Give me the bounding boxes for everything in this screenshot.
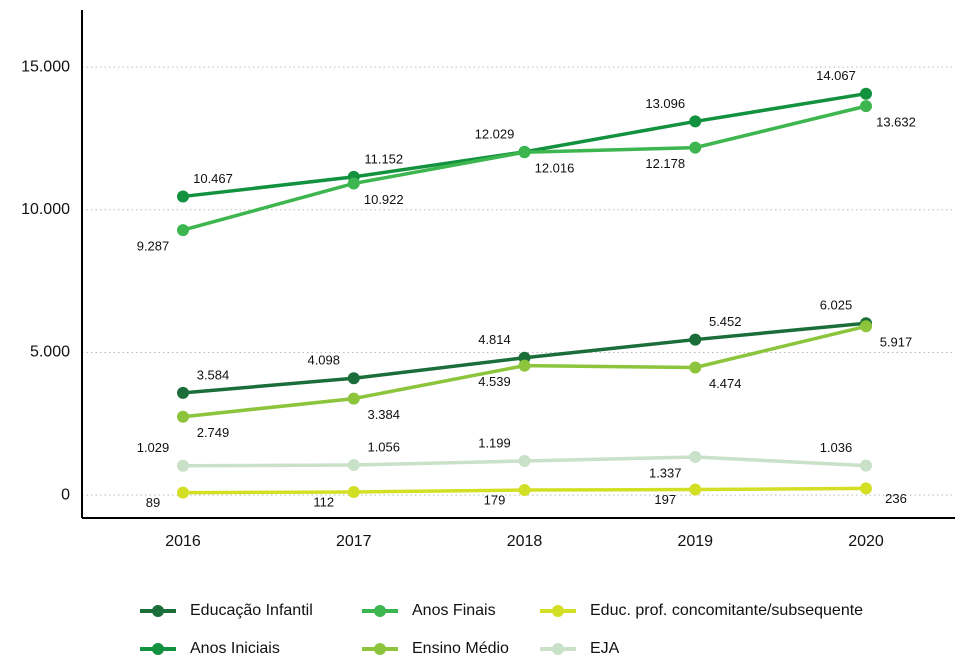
point	[860, 320, 872, 333]
point	[347, 485, 360, 498]
point	[689, 451, 702, 464]
y-tick-label: 10.000	[21, 201, 70, 218]
data-label: 12.029	[475, 126, 515, 141]
legend-label: Anos Iniciais	[190, 640, 280, 657]
data-label: 10.922	[364, 192, 404, 207]
y-tick-label: 15.000	[21, 58, 70, 75]
legend-swatch-dot	[152, 605, 164, 617]
data-label: 4.474	[709, 376, 742, 391]
point	[177, 386, 189, 399]
legend-swatch-dot	[374, 605, 386, 617]
x-tick-label: 2016	[165, 533, 201, 550]
data-label: 5.452	[709, 314, 742, 329]
y-tick-label: 5.000	[30, 344, 70, 361]
data-label: 1.337	[649, 465, 682, 480]
legend-label: Ensino Médio	[412, 640, 509, 657]
data-label: 2.749	[197, 425, 230, 440]
point	[689, 483, 702, 496]
data-label: 89	[146, 495, 160, 510]
point	[860, 87, 872, 100]
point	[689, 361, 702, 374]
point	[177, 190, 189, 203]
x-tick-label: 2017	[336, 533, 372, 550]
point	[518, 359, 531, 372]
legend-swatch-dot	[552, 605, 564, 617]
point	[860, 482, 872, 495]
point	[518, 454, 531, 467]
point	[347, 392, 360, 405]
x-tick-label: 2018	[507, 533, 543, 550]
data-label: 4.098	[307, 353, 340, 368]
legend-label: Anos Finais	[412, 602, 496, 619]
legend-label: Educ. prof. concomitante/subsequente	[590, 602, 863, 619]
point	[177, 486, 189, 499]
point	[177, 459, 189, 472]
series-line	[182, 91, 867, 199]
data-label: 6.025	[820, 298, 853, 313]
data-label: 179	[484, 492, 506, 507]
point	[860, 459, 872, 472]
y-tick-label: 0	[61, 486, 70, 503]
data-label: 11.152	[364, 151, 403, 166]
data-label: 12.016	[535, 161, 575, 176]
point	[689, 333, 702, 346]
data-label: 13.632	[876, 115, 916, 130]
legend-label: EJA	[590, 640, 620, 657]
legend-label: Educação Infantil	[190, 602, 313, 619]
data-label: 3.584	[197, 367, 230, 382]
data-label: 197	[654, 492, 676, 507]
point	[518, 484, 531, 497]
data-label: 4.814	[478, 332, 511, 347]
data-label: 5.917	[880, 335, 913, 350]
point	[177, 224, 189, 237]
legend-swatch-dot	[152, 643, 164, 655]
point	[860, 100, 872, 113]
data-label: 12.178	[645, 156, 685, 171]
data-label: 10.467	[193, 171, 233, 186]
data-label: 1.029	[137, 440, 170, 455]
data-label: 13.096	[645, 96, 685, 111]
data-label: 4.539	[478, 374, 511, 389]
data-label: 1.199	[478, 435, 511, 450]
point	[518, 146, 531, 159]
data-label: 1.036	[820, 440, 853, 455]
point	[347, 177, 360, 190]
point	[347, 372, 360, 385]
data-label: 1.056	[367, 439, 400, 454]
data-label: 9.287	[137, 239, 170, 254]
data-label: 112	[313, 494, 334, 509]
point	[177, 410, 189, 423]
series-line	[182, 104, 867, 232]
legend-swatch-dot	[374, 643, 386, 655]
legend-swatch-dot	[552, 643, 564, 655]
point	[347, 459, 360, 472]
point	[689, 141, 702, 154]
data-label: 14.067	[816, 68, 856, 83]
data-label: 236	[885, 491, 907, 506]
point	[689, 115, 702, 128]
data-label: 3.384	[367, 407, 400, 422]
x-tick-label: 2020	[848, 533, 884, 550]
x-tick-label: 2019	[677, 533, 713, 550]
